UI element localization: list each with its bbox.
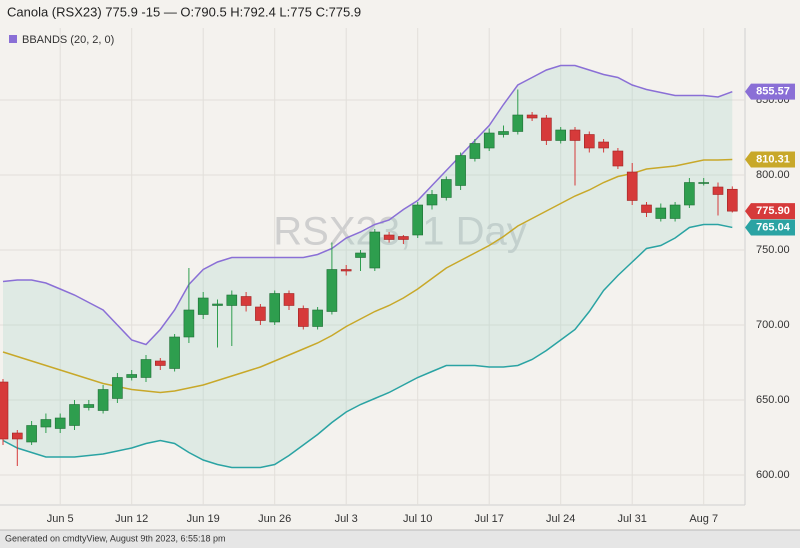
candle-body [541,117,552,141]
candle-body [669,204,681,219]
y-tick-label: 800.00 [756,169,790,181]
candle-body [726,188,738,212]
candle-body [698,182,710,184]
candle-body [712,186,724,195]
price-tag [745,203,795,220]
candle-body [626,171,638,201]
candle-body [512,114,524,132]
band-line [2,64,733,346]
x-tick-label: Aug 7 [689,513,718,525]
x-tick-label: Jul 24 [546,513,575,525]
y-tick-label: 650.00 [756,394,790,406]
band-line [2,223,733,469]
price-tag-label: 810.31 [756,153,790,165]
band-fill [3,65,733,468]
candle-body [312,309,323,327]
candle-body [212,303,223,306]
x-tick-label: Jul 3 [335,513,358,525]
chart-title: Canola (RSX23) 775.9 -15 — O:790.5 H:792… [7,4,361,19]
candle-body [0,381,9,440]
candle-body [483,132,495,149]
candle-body [655,207,667,219]
candle-body [498,131,509,135]
candle-body [169,336,180,369]
y-tick-label: 750.00 [756,244,790,256]
y-tick-label: 600.00 [756,469,790,481]
x-tick-label: Jul 31 [618,513,647,525]
footer-bar [0,530,800,548]
candle-body [641,204,652,213]
legend-label: BBANDS (20, 2, 0) [22,34,114,46]
candle-body [155,360,166,366]
price-tag [745,83,795,100]
footer-text: Generated on cmdtyView, August 9th 2023,… [5,533,225,543]
candle-body [226,294,238,306]
x-tick-label: Jun 26 [258,513,291,525]
candle-body [197,297,209,315]
candle-body [140,359,152,378]
candle-body [469,143,481,159]
candle-body [126,374,137,378]
price-tag-label: 775.90 [756,205,790,217]
candle-body [340,269,352,272]
band-line [2,158,733,394]
candle-body [398,236,409,240]
candle-body [240,296,252,306]
candle-body [54,417,66,429]
candle-body [297,308,309,327]
x-tick-label: Jun 12 [115,513,148,525]
candle-body [40,419,52,428]
candle-body [426,194,438,206]
candle-body [526,114,538,119]
candle-body [97,389,109,411]
price-tag-label: 855.57 [756,86,790,98]
x-tick-label: Jul 17 [475,513,504,525]
candle-body [369,231,381,269]
x-tick-label: Jul 10 [403,513,432,525]
candle-body [383,234,395,240]
price-tag [745,151,795,168]
candle-body [612,150,624,167]
x-tick-label: Jun 5 [47,513,74,525]
candle-body [684,182,695,206]
legend-swatch [9,35,17,43]
price-tag-label: 765.04 [756,221,791,233]
candle-body [255,306,266,321]
candle-body [26,425,37,443]
candle-body [412,204,424,236]
candle-body [569,129,581,141]
candle-body [12,432,23,440]
candle-body [455,155,466,186]
candle-body [83,404,95,408]
candle-body [269,293,281,323]
watermark: RSX23, 1 Day [273,210,526,254]
candle-body [355,252,366,258]
y-tick-label: 700.00 [756,319,790,331]
candle-body [555,129,567,141]
candle-body [183,309,195,338]
candle-body [583,134,595,149]
x-tick-label: Jun 19 [187,513,220,525]
candle-body [69,404,80,426]
candle-body [283,293,295,306]
candle-body [598,141,609,149]
price-tag [745,219,795,236]
candle-body [326,269,338,312]
candle-body [112,377,123,399]
candle-body [440,179,452,198]
